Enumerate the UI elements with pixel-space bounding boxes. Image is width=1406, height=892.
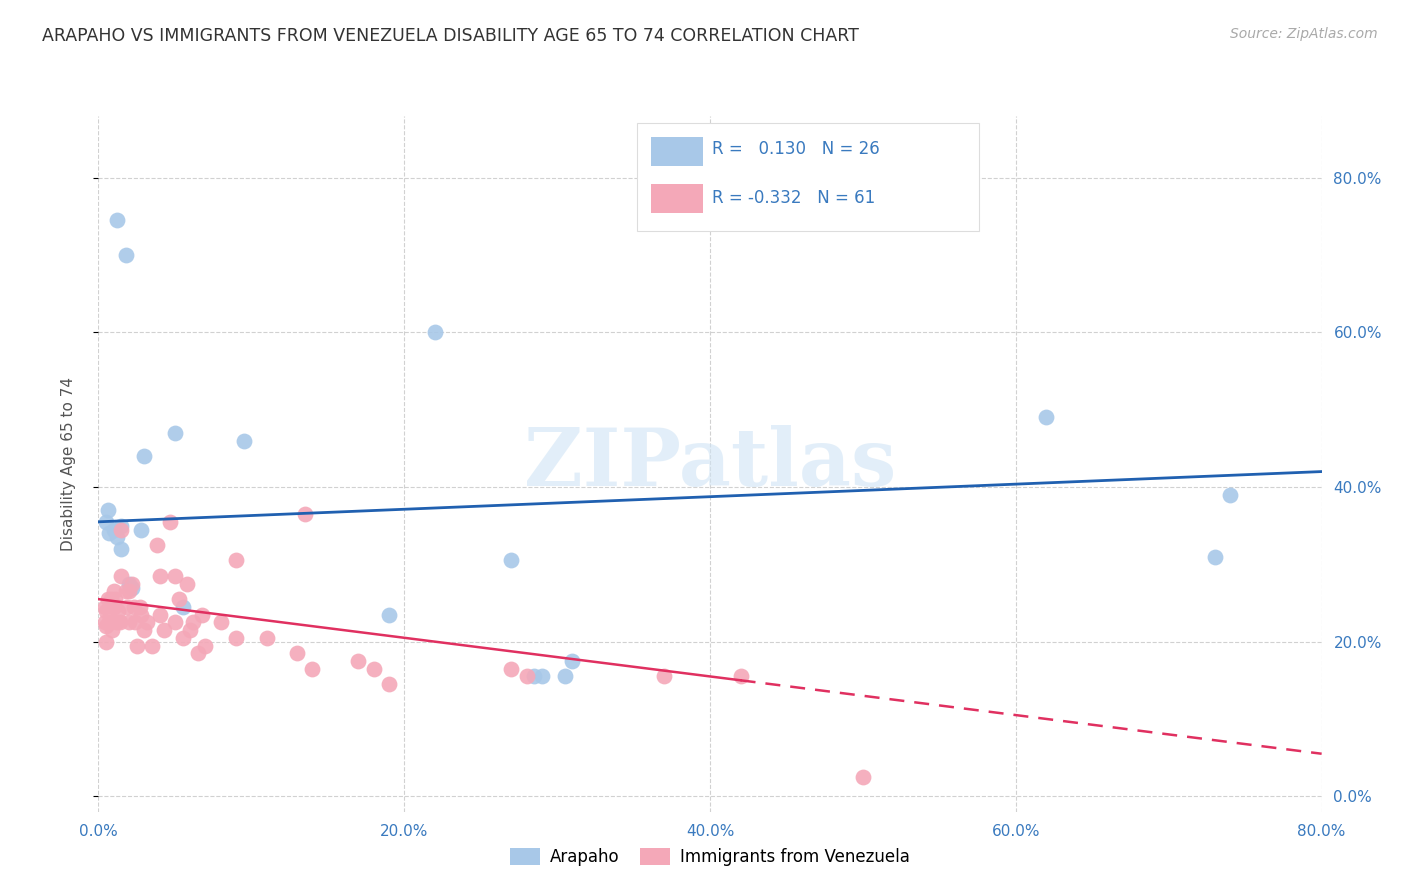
Point	[118, 615, 141, 630]
Text: R =   0.130   N = 26: R = 0.130 N = 26	[713, 140, 880, 159]
Point	[134, 449, 156, 463]
Point	[118, 584, 141, 599]
Point	[105, 213, 128, 227]
Point	[110, 523, 132, 537]
Point	[378, 677, 401, 691]
Point	[97, 592, 120, 607]
Point	[169, 592, 191, 607]
Point	[125, 639, 148, 653]
Text: ZIPatlas: ZIPatlas	[524, 425, 896, 503]
Text: Source: ZipAtlas.com: Source: ZipAtlas.com	[1230, 27, 1378, 41]
Point	[163, 425, 186, 440]
Point	[115, 248, 138, 262]
Point	[523, 669, 546, 683]
Point	[121, 581, 143, 595]
Point	[149, 607, 172, 622]
FancyBboxPatch shape	[651, 136, 703, 166]
Point	[98, 526, 121, 541]
Point	[225, 631, 247, 645]
Point	[225, 553, 247, 567]
Point	[554, 669, 576, 683]
Point	[179, 623, 201, 637]
FancyBboxPatch shape	[637, 123, 979, 231]
Point	[516, 669, 538, 683]
Point	[172, 631, 194, 645]
Point	[93, 615, 115, 630]
FancyBboxPatch shape	[651, 184, 703, 213]
Point	[378, 607, 401, 622]
Point	[124, 615, 146, 630]
Point	[103, 523, 125, 537]
Point	[107, 604, 129, 618]
Point	[128, 599, 150, 614]
Point	[153, 623, 176, 637]
Point	[294, 507, 316, 521]
Point	[141, 639, 163, 653]
Point	[501, 553, 523, 567]
Point	[347, 654, 370, 668]
Point	[134, 623, 156, 637]
Text: R = -0.332   N = 61: R = -0.332 N = 61	[713, 189, 876, 207]
Point	[94, 515, 117, 529]
Point	[104, 592, 127, 607]
Point	[209, 615, 232, 630]
Point	[105, 530, 128, 544]
Point	[97, 503, 120, 517]
Legend: Arapaho, Immigrants from Venezuela: Arapaho, Immigrants from Venezuela	[503, 841, 917, 873]
Point	[105, 615, 128, 630]
Point	[181, 615, 204, 630]
Point	[122, 599, 145, 614]
Point	[530, 669, 553, 683]
Point	[94, 619, 117, 633]
Point	[94, 604, 117, 618]
Point	[110, 569, 132, 583]
Point	[117, 599, 139, 614]
Point	[103, 584, 125, 599]
Point	[172, 599, 194, 614]
Point	[98, 615, 121, 630]
Point	[501, 662, 523, 676]
Point	[163, 569, 186, 583]
Point	[103, 599, 125, 614]
Point	[129, 607, 152, 622]
Point	[129, 523, 152, 537]
Point	[187, 646, 209, 660]
Point	[285, 646, 308, 660]
Point	[1035, 410, 1057, 425]
Point	[93, 599, 115, 614]
Point	[363, 662, 385, 676]
Point	[301, 662, 323, 676]
Point	[159, 515, 181, 529]
Point	[176, 576, 198, 591]
Text: ARAPAHO VS IMMIGRANTS FROM VENEZUELA DISABILITY AGE 65 TO 74 CORRELATION CHART: ARAPAHO VS IMMIGRANTS FROM VENEZUELA DIS…	[42, 27, 859, 45]
Point	[191, 607, 214, 622]
Point	[118, 576, 141, 591]
Point	[163, 615, 186, 630]
Point	[256, 631, 278, 645]
Point	[94, 634, 117, 648]
Point	[652, 669, 675, 683]
Point	[145, 538, 167, 552]
Point	[101, 623, 124, 637]
Point	[110, 541, 132, 556]
Point	[1219, 488, 1241, 502]
Point	[423, 326, 446, 340]
Y-axis label: Disability Age 65 to 74: Disability Age 65 to 74	[60, 376, 76, 551]
Point	[100, 615, 122, 630]
Point	[108, 615, 131, 630]
Point	[136, 615, 159, 630]
Point	[115, 584, 138, 599]
Point	[232, 434, 254, 448]
Point	[121, 576, 143, 591]
Point	[730, 669, 752, 683]
Point	[149, 569, 172, 583]
Point	[100, 592, 122, 607]
Point	[852, 770, 875, 784]
Point	[110, 518, 132, 533]
Point	[1204, 549, 1226, 564]
Point	[194, 639, 217, 653]
Point	[561, 654, 583, 668]
